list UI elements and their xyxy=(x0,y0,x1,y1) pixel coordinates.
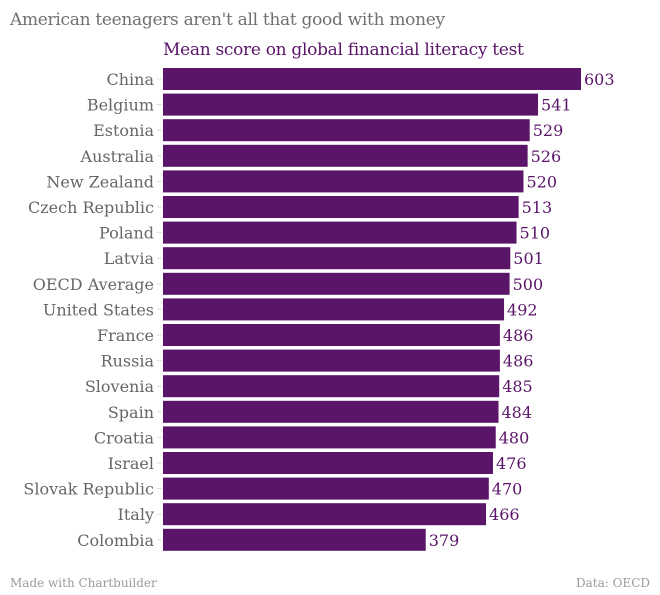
category-label: United States xyxy=(43,300,154,319)
category-label: Russia xyxy=(101,352,155,371)
value-label: 492 xyxy=(507,300,538,319)
value-label: 526 xyxy=(531,147,562,166)
value-label: 486 xyxy=(503,326,534,345)
value-label: 510 xyxy=(520,224,551,243)
category-label: OECD Average xyxy=(33,275,154,294)
category-label: Italy xyxy=(118,505,154,524)
bar-new-zealand xyxy=(163,170,524,193)
value-label: 466 xyxy=(489,505,520,524)
bar-italy xyxy=(163,503,487,526)
category-label: Colombia xyxy=(77,531,154,550)
bar-spain xyxy=(163,400,499,423)
value-label: 520 xyxy=(526,172,557,191)
credit-text: Made with Chartbuilder xyxy=(10,576,157,590)
value-label: 379 xyxy=(429,531,460,550)
category-label: Latvia xyxy=(104,249,155,268)
value-label: 501 xyxy=(513,249,544,268)
category-label: France xyxy=(97,326,154,345)
value-label: 529 xyxy=(533,121,564,140)
category-label: Estonia xyxy=(93,121,154,140)
category-label: Slovak Republic xyxy=(23,480,154,499)
value-label: 470 xyxy=(492,480,523,499)
bar-estonia xyxy=(163,119,530,142)
bar-colombia xyxy=(163,528,426,551)
source-text: Data: OECD xyxy=(575,576,650,590)
value-label: 485 xyxy=(502,377,533,396)
bar-slovak-republic xyxy=(163,477,489,500)
bar-israel xyxy=(163,452,493,474)
category-label: Belgium xyxy=(87,96,154,115)
value-label: 476 xyxy=(496,454,527,473)
value-label: 480 xyxy=(499,428,530,447)
bar-poland xyxy=(163,221,517,244)
bar-latvia xyxy=(163,247,511,270)
value-label: 513 xyxy=(522,198,553,217)
value-label: 486 xyxy=(503,352,534,371)
bar-australia xyxy=(163,144,528,167)
bar-france xyxy=(163,324,500,346)
category-label: Croatia xyxy=(94,428,155,447)
bar-united-states xyxy=(163,298,505,321)
bar-russia xyxy=(163,349,500,372)
bar-croatia xyxy=(163,426,496,449)
bar-oecd-average xyxy=(163,272,510,295)
category-label: Slovenia xyxy=(85,377,155,396)
bar-slovenia xyxy=(163,375,500,398)
category-label: New Zealand xyxy=(46,172,154,191)
category-label: China xyxy=(106,70,154,89)
value-label: 603 xyxy=(584,70,615,89)
category-label: Australia xyxy=(80,147,155,166)
value-label: 484 xyxy=(502,403,533,422)
value-label: 500 xyxy=(513,275,544,294)
chart-title: American teenagers aren't all that good … xyxy=(10,10,445,30)
category-label: Spain xyxy=(108,403,154,422)
bar-belgium xyxy=(163,93,539,116)
category-label: Czech Republic xyxy=(28,198,154,217)
category-label: Poland xyxy=(99,224,154,243)
bar-china xyxy=(163,68,581,90)
value-label: 541 xyxy=(541,96,572,115)
chart-subtitle: Mean score on global financial literacy … xyxy=(163,40,524,60)
bar-czech-republic xyxy=(163,196,519,218)
category-label: Israel xyxy=(108,454,154,473)
